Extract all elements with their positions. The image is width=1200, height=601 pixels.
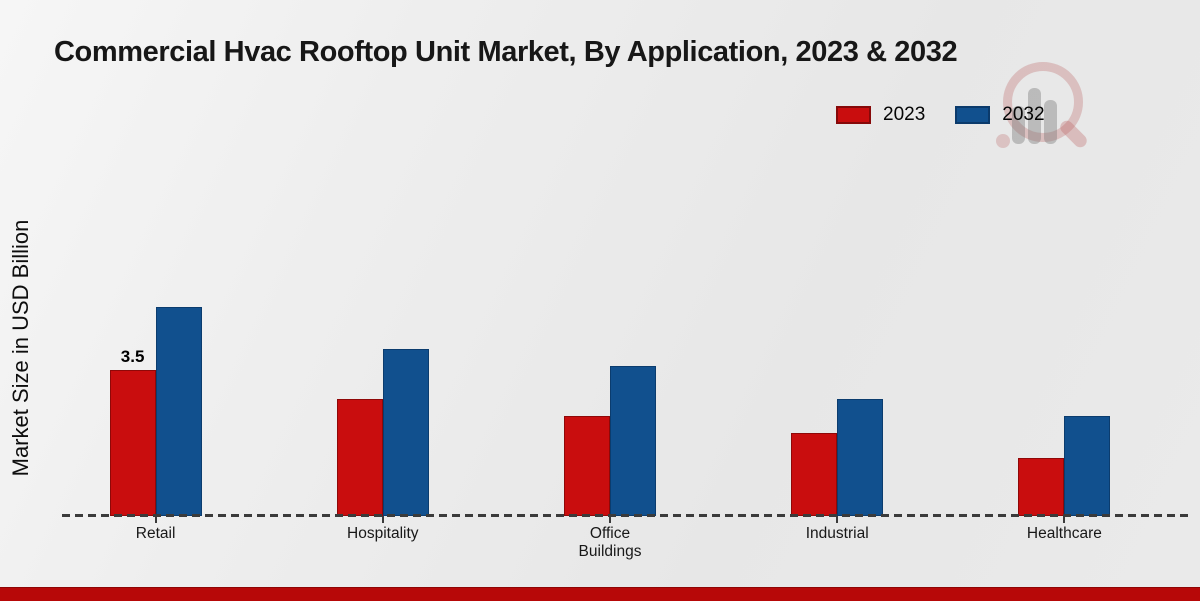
bar-2023-hospitality [336, 399, 383, 516]
legend-label: 2032 [1002, 104, 1045, 125]
bar-2023-healthcare [1018, 458, 1065, 516]
legend-item-2032: 2032 [955, 104, 1045, 126]
bar-2032-healthcare [1064, 416, 1111, 516]
bar-2032-retail [155, 307, 202, 516]
footer-accent-bar [0, 587, 1200, 601]
bar-2032-hospitality [382, 349, 429, 516]
brand-watermark [995, 58, 1107, 154]
category-label: Hospitality [347, 525, 419, 542]
watermark-bar-icon [1028, 88, 1041, 144]
bar-group-industrial [724, 0, 951, 516]
legend-swatch-2032 [955, 106, 991, 124]
watermark-dot-icon [996, 134, 1010, 148]
x-category-hospitality: Hospitality [269, 516, 496, 561]
legend-swatch-2023 [836, 106, 871, 124]
legend-label: 2023 [883, 104, 926, 125]
category-label: Healthcare [1026, 525, 1102, 542]
bar-value-label: 3.5 [120, 347, 145, 366]
axis-tick [381, 516, 384, 523]
axis-tick [154, 516, 157, 523]
bar-2032-industrial [837, 399, 884, 516]
bar-2023-retail: 3.5 [109, 347, 156, 516]
chart-title: Commercial Hvac Rooftop Unit Market, By … [54, 36, 958, 68]
legend: 2023 2032 [836, 104, 1045, 126]
x-category-office-buildings: Office Buildings [496, 516, 723, 561]
bar-group-office-buildings [496, 0, 723, 516]
x-axis-baseline [62, 514, 1190, 517]
axis-tick [1063, 516, 1066, 523]
bar-group-hospitality [269, 0, 496, 516]
category-label: Office Buildings [578, 525, 642, 560]
x-category-industrial: Industrial [724, 516, 951, 561]
bar-2023-industrial [791, 433, 838, 516]
bar-group-retail: 3.5 [42, 0, 269, 516]
x-category-retail: Retail [42, 516, 269, 561]
x-axis: Retail Hospitality Office Buildings Industr… [42, 516, 1178, 561]
legend-item-2023: 2023 [836, 104, 925, 126]
axis-tick [609, 516, 611, 523]
axis-tick [836, 516, 839, 523]
magnifier-ring-icon [1003, 62, 1083, 142]
y-axis-label: Market Size in USD Billion [8, 219, 33, 477]
watermark-bar-icon [1044, 100, 1057, 144]
watermark-bar-icon [1012, 106, 1025, 144]
bar-2032-office-buildings [610, 366, 656, 516]
category-label: Industrial [805, 525, 869, 542]
bar-group-healthcare [951, 0, 1178, 516]
bar-2023-office-buildings [564, 416, 610, 516]
x-category-healthcare: Healthcare [951, 516, 1178, 561]
plot-area: 3.5 [42, 0, 1178, 516]
category-label: Retail [135, 525, 176, 542]
